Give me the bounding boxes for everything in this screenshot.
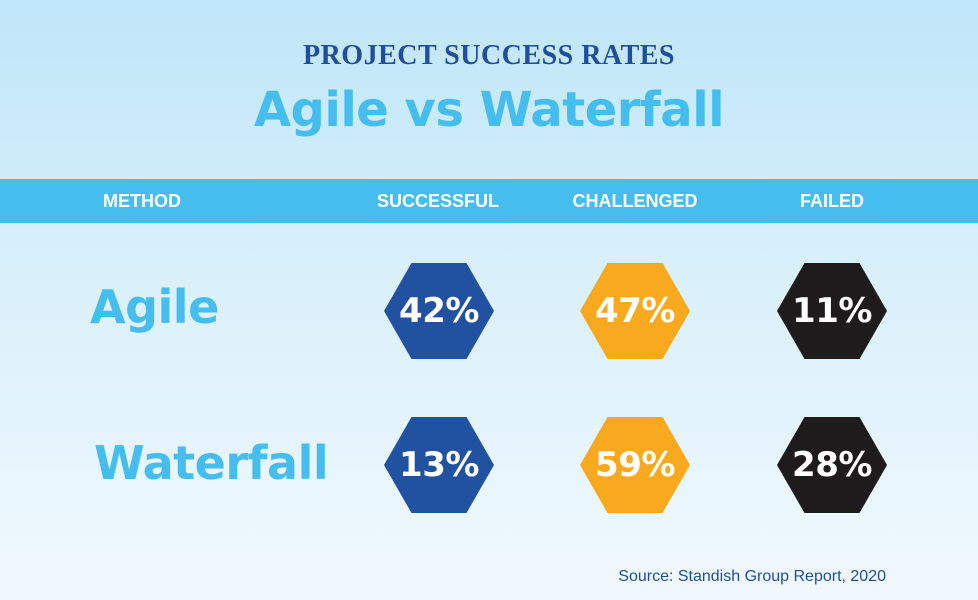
row-label-waterfall: Waterfall [94,436,329,490]
chart-title: Agile vs Waterfall [253,82,725,138]
hex-failed: 11% [777,263,887,359]
hex-value: 11% [792,291,872,331]
column-header-challenged: CHALLENGED [572,191,698,211]
hex-value: 42% [399,291,479,331]
column-header-method: METHOD [103,191,181,211]
row-label-agile: Agile [90,280,219,334]
hex-successful: 13% [384,417,494,513]
hex-challenged: 59% [580,417,690,513]
header-band: METHOD SUCCESSFUL CHALLENGED FAILED [0,179,978,223]
column-header-failed: FAILED [799,191,864,211]
column-header-successful: SUCCESSFUL [376,191,499,211]
hex-value: 28% [792,445,872,485]
supertitle: PROJECT SUCCESS RATES [302,40,675,71]
source-note: Source: Standish Group Report, 2020 [618,568,886,585]
hex-failed: 28% [777,417,887,513]
hex-value: 59% [595,445,675,485]
hex-value: 13% [399,445,479,485]
hex-successful: 42% [384,263,494,359]
hex-challenged: 47% [580,263,690,359]
hex-value: 47% [595,291,675,331]
